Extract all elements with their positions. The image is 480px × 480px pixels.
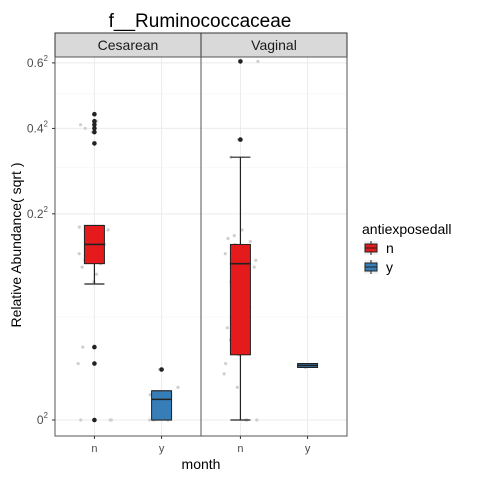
outlier-point <box>159 367 164 372</box>
jitter-point <box>232 233 236 238</box>
jitter-point <box>226 236 230 241</box>
legend-key-y <box>364 260 378 274</box>
outlier-point <box>92 417 97 423</box>
jitter-point <box>148 418 152 422</box>
jitter-point <box>222 372 226 376</box>
box-n <box>229 243 251 356</box>
jitter-point <box>76 361 80 366</box>
jitter-point <box>240 228 244 232</box>
outlier-point <box>92 129 97 135</box>
jitter-point <box>109 418 113 422</box>
y-tick-label: 0.62 <box>27 54 49 70</box>
jitter-point <box>225 326 229 330</box>
x-tick-label: y <box>305 443 311 455</box>
outlier-point <box>92 122 97 128</box>
jitter-point <box>176 385 180 390</box>
jitter-point <box>81 345 85 349</box>
panel-background <box>201 57 347 436</box>
outlier-point <box>92 361 97 366</box>
jitter-point <box>254 258 258 262</box>
legend: antiexposedall ny <box>362 221 452 275</box>
jitter-point <box>224 361 228 366</box>
legend-label: y <box>386 259 393 275</box>
outlier-point <box>92 344 97 350</box>
facet-strip <box>200 32 348 58</box>
y-axis-label: Relative Abundance( sqrt ) <box>8 163 24 328</box>
box-y <box>151 390 173 421</box>
outlier-point <box>238 59 243 64</box>
y-tick-label: 0.42 <box>27 119 49 135</box>
jitter-point <box>80 265 84 269</box>
legend-label: n <box>386 240 394 256</box>
x-axis-label: month <box>182 456 221 472</box>
legend-key-n <box>364 241 378 255</box>
jitter-point <box>252 265 256 269</box>
jitter-point <box>79 418 83 422</box>
outlier-point <box>92 126 97 131</box>
jitter-point <box>106 228 110 232</box>
x-tick-label: n <box>91 443 97 455</box>
x-tick-label: y <box>159 443 165 455</box>
y-tick-label: 0.22 <box>27 205 49 221</box>
jitter-point <box>94 272 99 276</box>
jitter-point <box>235 385 239 390</box>
facet-panels: Cesarean n y Vaginal n y 02 0.22 0.42 0.62 <box>27 32 348 455</box>
outlier-point <box>92 111 97 117</box>
panel-background <box>55 57 201 436</box>
chart-title: f__Ruminococcaceae <box>109 11 292 32</box>
jitter-point <box>77 252 81 256</box>
facet-strip <box>54 32 202 58</box>
outlier-point <box>92 141 97 146</box>
facet-strip-label: Cesarean <box>98 37 159 53</box>
jitter-point <box>255 418 259 422</box>
jitter-point <box>78 123 83 127</box>
outlier-point <box>92 118 97 124</box>
y-tick-label: 02 <box>37 411 49 427</box>
facet-strip-label: Vaginal <box>251 37 297 53</box>
legend-title: antiexposedall <box>362 221 452 237</box>
panel-border <box>200 56 348 437</box>
jitter-point <box>248 239 252 244</box>
jitter-point <box>77 225 81 229</box>
x-tick-label: n <box>237 443 243 455</box>
jitter-point <box>223 252 227 256</box>
jitter-point <box>83 126 87 131</box>
outlier-point <box>238 137 243 142</box>
jitter-point <box>256 59 260 64</box>
